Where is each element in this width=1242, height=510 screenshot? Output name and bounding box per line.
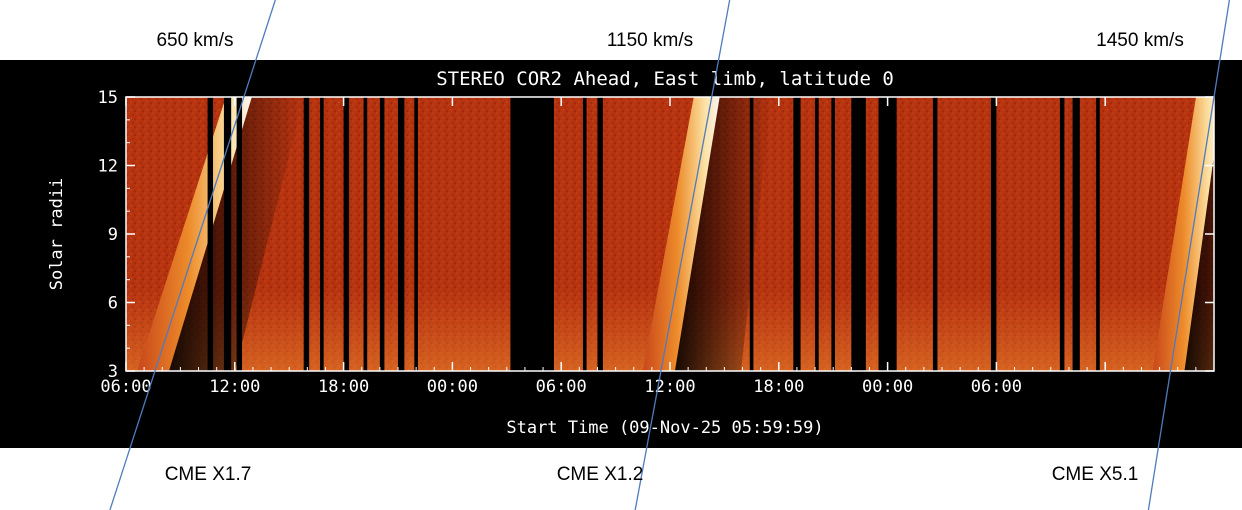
cme-front-2 (642, 97, 720, 371)
x-tick-label: 00:00 (862, 377, 913, 397)
data-gap-1 (207, 97, 214, 371)
data-gap-23 (1072, 97, 1080, 371)
data-gap-16 (815, 97, 819, 371)
data-gap-14 (749, 97, 754, 371)
data-gaps (207, 97, 1100, 371)
data-gap-12 (582, 97, 587, 371)
x-tick-label: 00:00 (427, 377, 478, 397)
cme-fronts (137, 97, 1214, 371)
x-tick-label: 18:00 (753, 377, 804, 397)
data-gap-4 (303, 97, 310, 371)
y-tick-label: 9 (108, 225, 118, 245)
data-gap-8 (379, 97, 385, 371)
y-axis: 3 6 9 12 15 (98, 88, 1214, 382)
data-gap-15 (793, 97, 801, 371)
data-gap-7 (363, 97, 368, 371)
y-axis-label: Solar radii (47, 178, 67, 291)
x-axis: 06:00 12:00 18:00 00:00 06:00 12:00 18:00 00:00… (100, 97, 1215, 397)
data-gap-9 (398, 97, 405, 371)
data-gap-6 (343, 97, 350, 371)
y-tick-label: 3 (108, 362, 118, 382)
speed-label-1: 650 km/s (156, 30, 233, 51)
y-tick-label: 15 (98, 88, 118, 108)
fit-line-3 (1147, 0, 1231, 510)
data-gap-22 (1059, 97, 1065, 371)
x-tick-label: 18:00 (318, 377, 369, 397)
cme-front-3 (1152, 97, 1214, 371)
cme-wake-2 (674, 97, 772, 371)
fit-line-2 (634, 0, 731, 510)
cme-label-2: CME X1.2 (557, 464, 644, 485)
chart-title: STEREO COR2 Ahead, East limb, latitude 0 (436, 68, 894, 90)
cme-wake-1 (169, 97, 304, 371)
data-gap-5 (320, 97, 324, 371)
data-gap-24 (1096, 97, 1100, 371)
data-gap-20 (932, 97, 938, 371)
speed-label-2: 1150 km/s (607, 30, 693, 51)
plot-area (126, 97, 1214, 371)
cme-label-3: CME X5.1 (1052, 464, 1139, 485)
cme-label-1: CME X1.7 (165, 464, 252, 485)
x-tick-label: 12:00 (644, 377, 695, 397)
data-gap-11 (510, 97, 554, 371)
speed-label-3: 1450 km/s (1096, 30, 1184, 51)
data-gap-10 (414, 97, 418, 371)
data-gap-2 (223, 97, 232, 371)
x-tick-label: 06:00 (971, 377, 1022, 397)
fit-line-1 (109, 0, 276, 510)
data-gap-19 (878, 97, 897, 371)
y-tick-label: 12 (98, 157, 118, 177)
x-axis-label: Start Time (09-Nov-25 05:59:59) (506, 418, 823, 438)
x-tick-label: 12:00 (209, 377, 260, 397)
cme-front-1 (137, 97, 252, 371)
data-gap-3 (236, 97, 243, 371)
data-gap-18 (851, 97, 866, 371)
data-gap-13 (597, 97, 603, 371)
cme-wake-3 (1184, 155, 1214, 371)
data-gap-21 (990, 97, 997, 371)
data-gap-17 (831, 97, 836, 371)
x-tick-label: 06:00 (100, 377, 151, 397)
x-tick-label: 06:00 (536, 377, 587, 397)
y-tick-label: 6 (108, 294, 118, 314)
speed-fit-lines (109, 0, 1231, 510)
